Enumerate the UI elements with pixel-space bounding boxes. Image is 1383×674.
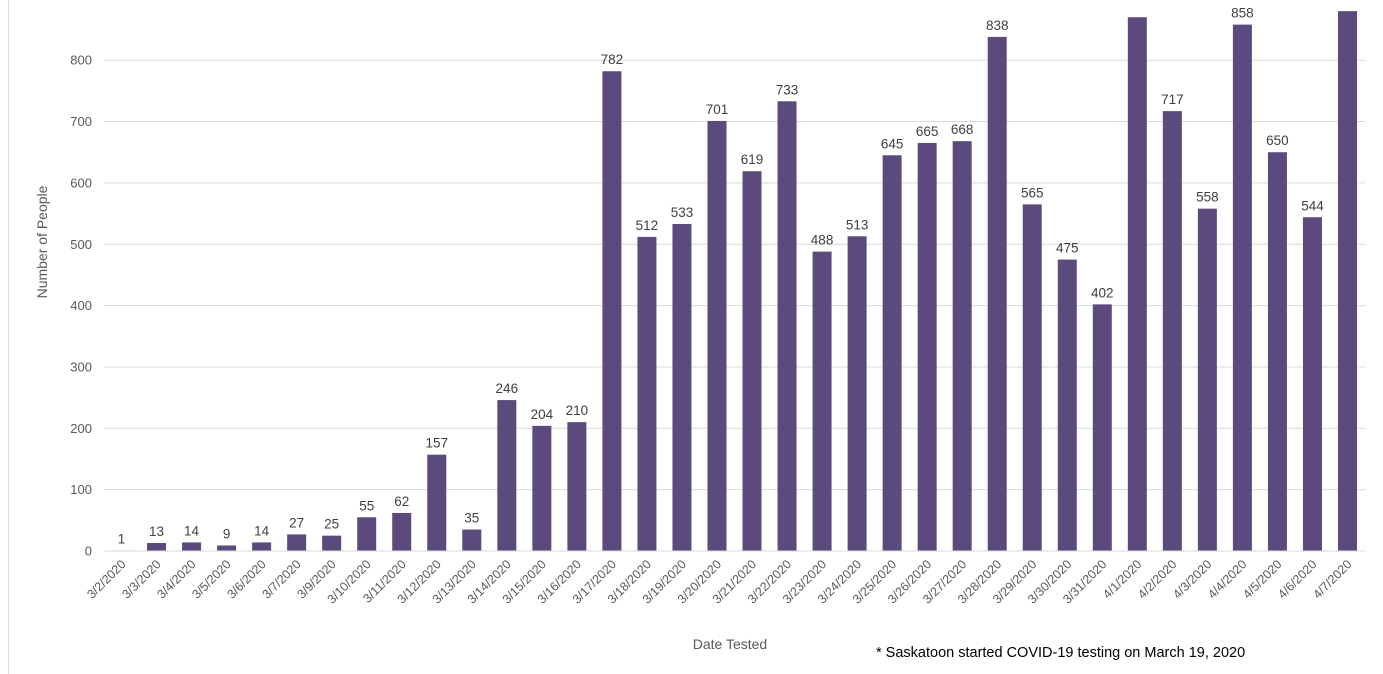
bar-3-16-2020 (567, 422, 587, 551)
data-label: 701 (706, 102, 729, 117)
data-label: 717 (1161, 92, 1184, 107)
data-label: 533 (671, 205, 694, 220)
data-label: 488 (811, 233, 834, 248)
bar-4-2-2020 (1162, 111, 1182, 552)
y-tick-label: 200 (70, 421, 92, 436)
data-label: 544 (1301, 198, 1324, 213)
x-tick-label: 4/7/2020 (1310, 557, 1354, 601)
bar-3-26-2020 (917, 143, 937, 551)
bar-3-20-2020 (707, 120, 727, 552)
data-label: 858 (1231, 6, 1254, 21)
bar-3-31-2020 (1092, 304, 1112, 551)
bar-3-27-2020 (952, 141, 972, 551)
bar-3-22-2020 (777, 101, 797, 551)
bar-3-19-2020 (672, 224, 692, 551)
bar-3-11-2020 (392, 512, 412, 551)
data-label: 645 (881, 136, 904, 151)
bar-4-6-2020 (1302, 217, 1322, 552)
bar-3-10-2020 (357, 517, 377, 551)
bar-3-24-2020 (847, 236, 867, 551)
data-label: 246 (496, 381, 519, 396)
data-label: 35 (464, 511, 479, 526)
bar-3-23-2020 (812, 251, 832, 551)
bar-3-13-2020 (462, 529, 482, 551)
bar-4-1-2020 (1127, 17, 1147, 551)
bar-3-3-2020 (147, 543, 167, 551)
bar-3-17-2020 (602, 71, 622, 552)
bar-3-7-2020 (287, 534, 307, 551)
y-tick-label: 300 (70, 359, 92, 374)
bar-3-12-2020 (427, 454, 447, 551)
bar-3-5-2020 (217, 545, 237, 551)
bar-3-15-2020 (532, 425, 552, 551)
bar-4-7-2020 (1337, 11, 1357, 552)
bar-3-25-2020 (882, 155, 902, 552)
data-label: 55 (359, 498, 374, 513)
data-label: 513 (846, 217, 869, 232)
bars (112, 11, 1357, 552)
data-label: 402 (1091, 285, 1114, 300)
data-label: 14 (254, 523, 270, 538)
y-tick-label: 600 (70, 175, 92, 190)
y-tick-label: 100 (70, 482, 92, 497)
y-tick-label: 0 (85, 544, 92, 559)
data-label: 9 (223, 526, 231, 541)
testing-note: * Saskatoon started COVID-19 testing on … (876, 645, 1246, 661)
data-label: 512 (636, 218, 659, 233)
chart-frame-edge (8, 0, 9, 674)
data-label: 475 (1056, 241, 1079, 256)
data-label: 733 (776, 82, 799, 97)
bar-3-29-2020 (1022, 204, 1042, 551)
data-label: 558 (1196, 190, 1219, 205)
y-tick-label: 800 (70, 53, 92, 68)
y-tick-label: 400 (70, 298, 92, 313)
bar-3-6-2020 (252, 542, 272, 551)
gridlines (104, 59, 1365, 491)
data-label: 650 (1266, 133, 1289, 148)
bar-3-21-2020 (742, 171, 762, 551)
data-label: 14 (184, 523, 200, 538)
bar-3-28-2020 (987, 36, 1007, 551)
bar-3-14-2020 (497, 400, 517, 551)
data-label: 782 (601, 52, 624, 67)
y-axis-title: Number of People (34, 185, 50, 298)
y-axis-ticks: 0 100 200 300 400 500 600 700 800 (70, 53, 92, 559)
data-label: 62 (394, 494, 409, 509)
bar-4-3-2020 (1197, 208, 1217, 552)
bar-4-4-2020 (1232, 24, 1252, 551)
bar-3-9-2020 (322, 535, 342, 551)
y-tick-label: 500 (70, 237, 92, 252)
data-label: 668 (951, 122, 974, 137)
bar-3-30-2020 (1057, 259, 1077, 551)
data-label: 204 (531, 407, 554, 422)
data-label: 25 (324, 517, 339, 532)
bar-3-4-2020 (182, 542, 202, 551)
data-label: 619 (741, 152, 764, 167)
data-label: 665 (916, 124, 939, 139)
data-label: 565 (1021, 185, 1044, 200)
data-label: 27 (289, 515, 304, 530)
data-label: 838 (986, 18, 1009, 33)
data-label: 1 (118, 531, 126, 546)
x-axis-ticks: 3/2/20203/3/20203/4/20203/5/20203/6/2020… (84, 557, 1354, 606)
data-label: 13 (149, 524, 164, 539)
y-tick-label: 700 (70, 114, 92, 129)
bar-3-18-2020 (637, 236, 657, 551)
data-labels: 1 13 14 9 14 27 25 55 62 157 35 246 204 210 782 512 533 7… (118, 6, 1324, 547)
bar-4-5-2020 (1267, 152, 1287, 551)
data-label: 157 (425, 436, 448, 451)
x-axis-title: Date Tested (693, 636, 767, 652)
data-label: 210 (566, 403, 589, 418)
